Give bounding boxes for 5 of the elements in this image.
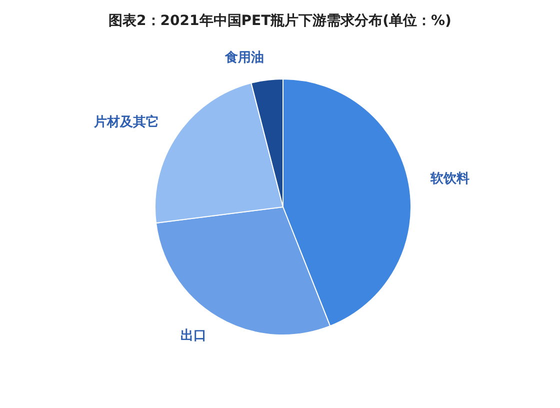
slice-label: 出口 [180, 328, 207, 344]
slice-label: 食用油 [224, 50, 264, 66]
slice-label: 片材及其它 [92, 114, 159, 130]
chart-title: 图表2：2021年中国PET瓶片下游需求分布(单位：%) [108, 12, 452, 30]
slice-label: 软饮料 [429, 171, 470, 186]
